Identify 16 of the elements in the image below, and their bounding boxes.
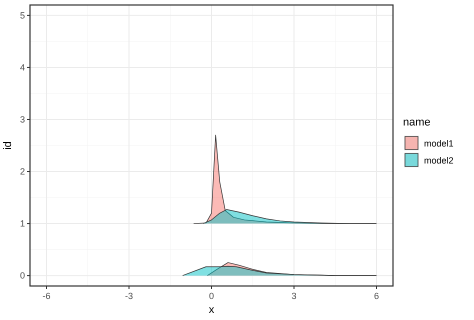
y-tick-label: 2	[20, 166, 25, 177]
y-axis-title: id	[2, 141, 14, 150]
legend-label: model1	[424, 138, 454, 148]
x-tick-label: 6	[374, 291, 380, 301]
x-tick-label: -3	[124, 291, 134, 301]
y-tick-label: 0	[20, 270, 25, 281]
x-tick-label: 3	[291, 291, 297, 301]
x-axis-title: x	[208, 304, 215, 316]
y-tick-label: 3	[20, 114, 25, 124]
legend-title: name	[403, 116, 431, 128]
legend-label: model2	[424, 156, 454, 166]
y-tick-label: 1	[20, 218, 25, 229]
y-tick-label: 4	[20, 62, 25, 72]
x-tick-label: 0	[208, 291, 214, 301]
x-tick-label: -6	[42, 291, 51, 301]
y-tick-label: 5	[20, 10, 25, 20]
